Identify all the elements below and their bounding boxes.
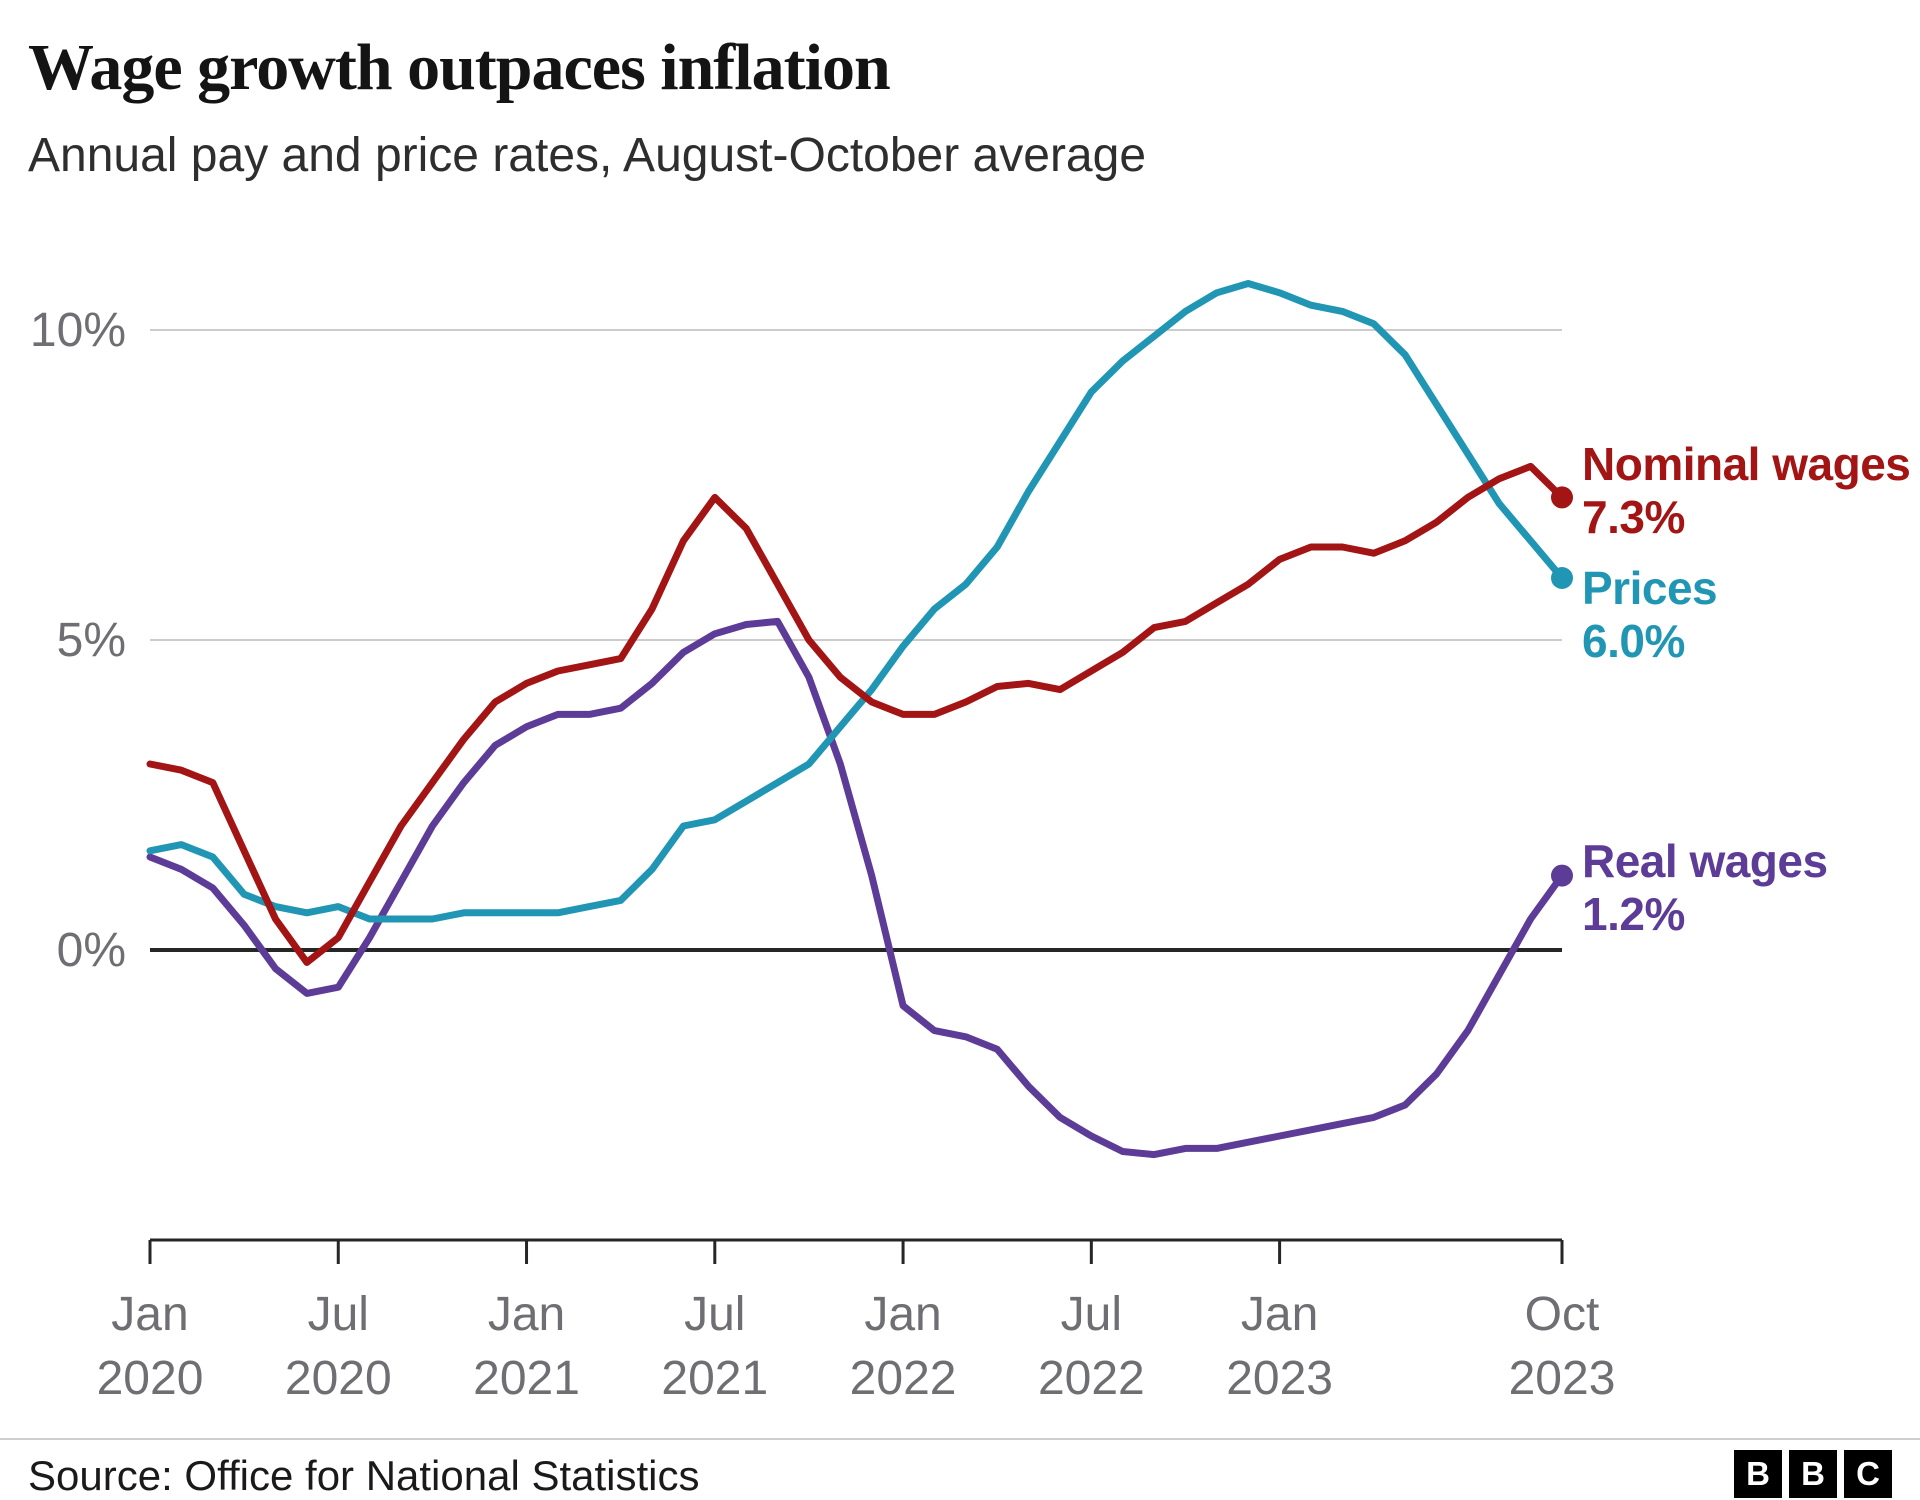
y-tick-label-5: 5%: [57, 614, 126, 667]
series-endpoint-prices: [1551, 567, 1573, 589]
series-label-real-wages: Real wages 1.2%: [1582, 835, 1828, 941]
x-tick-label-month: Jan: [111, 1288, 188, 1341]
y-tick-label-0: 0%: [57, 924, 126, 977]
x-tick-label-month: Jul: [308, 1288, 369, 1341]
series-value-prices: 6.0%: [1582, 615, 1685, 667]
chart-subtitle: Annual pay and price rates, August-Octob…: [28, 129, 1147, 182]
x-tick-label-month: Oct: [1525, 1288, 1600, 1341]
x-tick-label-year: 2023: [1226, 1352, 1333, 1405]
x-tick-label-month: Jul: [1061, 1288, 1122, 1341]
bbc-logo-letter-b1: B: [1734, 1450, 1782, 1498]
series-value-real-wages: 1.2%: [1582, 888, 1685, 940]
x-tick-label-year: 2020: [97, 1352, 204, 1405]
bbc-logo-letter-c: C: [1844, 1450, 1892, 1498]
series-endpoint-nominal-wages: [1551, 486, 1573, 509]
x-tick-label-month: Jan: [864, 1288, 941, 1341]
bbc-logo: B B C: [1734, 1450, 1892, 1498]
page-title: Wage growth outpaces inflation: [28, 31, 891, 104]
x-tick-label-year: 2022: [1038, 1352, 1145, 1405]
footer-divider: [0, 1438, 1920, 1440]
series-label-prices: Prices 6.0%: [1582, 562, 1718, 668]
bbc-logo-letter-b2: B: [1789, 1450, 1837, 1498]
series-line-prices: [146, 280, 1566, 923]
series-name-nominal-wages: Nominal wages: [1582, 438, 1911, 490]
series-value-nominal-wages: 7.3%: [1582, 491, 1685, 543]
series-label-nominal-wages: Nominal wages 7.3%: [1582, 438, 1911, 544]
source-text: Source: Office for National Statistics: [28, 1452, 700, 1499]
y-tick-label-10: 10%: [30, 304, 126, 357]
x-tick-label-month: Jan: [1241, 1288, 1318, 1341]
series-endpoint-real-wages: [1551, 864, 1573, 887]
series-name-real-wages: Real wages: [1582, 835, 1828, 887]
series-name-prices: Prices: [1582, 562, 1718, 614]
x-tick-label-year: 2022: [850, 1352, 957, 1405]
x-tick-label-year: 2020: [285, 1352, 392, 1405]
x-tick-label-month: Jan: [488, 1288, 565, 1341]
x-tick-label-year: 2023: [1509, 1352, 1616, 1405]
series-line-nominal-wages: [146, 462, 1566, 966]
x-tick-label-month: Jul: [684, 1288, 745, 1341]
x-tick-label-year: 2021: [473, 1352, 580, 1405]
x-tick-label-year: 2021: [661, 1352, 768, 1405]
series-line-real-wages: [146, 617, 1566, 1159]
